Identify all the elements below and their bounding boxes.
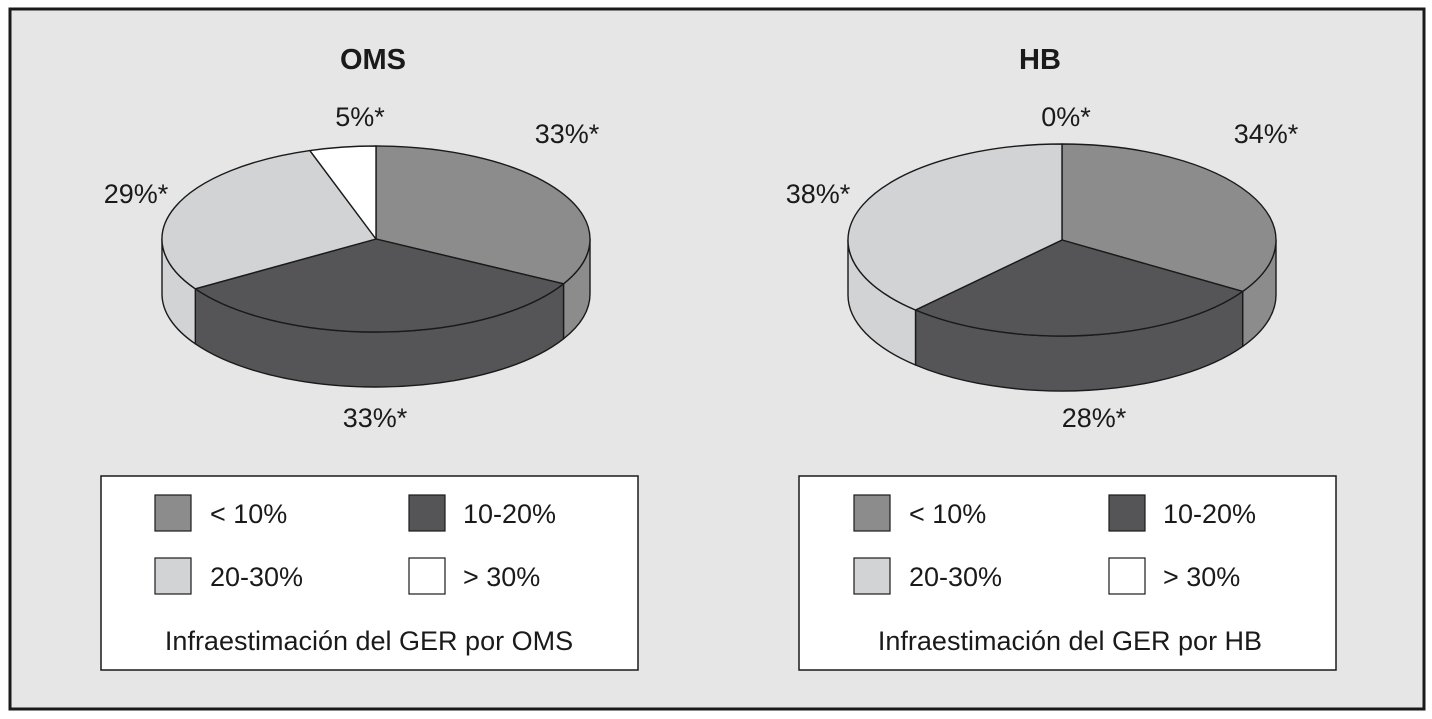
pie-labels: 33%* 33%* 29%* 5%* [104,102,600,433]
legend-label-gt30: > 30% [463,562,540,592]
chart-oms: OMS 33%* 33%* 29%* 5%* < 10% 10-20% 20-3… [100,44,639,671]
legend-label-10to20: 10-20% [1163,499,1256,529]
chart-title: HB [1019,44,1061,76]
legend-caption: Infraestimación del GER por OMS [165,626,573,656]
pie-top [161,145,591,333]
legend-swatch-10to20 [408,494,446,532]
legend-label-gt30: > 30% [1163,562,1240,592]
data-label-lt10: 33%* [535,119,600,149]
pie-slice-10to20 [914,239,1244,337]
chart-hb: HB 34%* 28%* 38%* 0%* < 10% 10-20% 20-30… [786,44,1337,671]
data-label-gt30: 5%* [335,102,385,132]
legend-swatch-20to30 [154,557,192,595]
legend-swatch-gt30 [1108,557,1146,595]
pie-labels: 34%* 28%* 38%* 0%* [786,102,1299,433]
legend-swatch-10to20 [1108,494,1146,532]
legend: < 10% 10-20% 20-30% > 30% Infraestimació… [100,475,639,671]
data-label-20to30: 29%* [104,179,169,209]
legend-swatch-lt10 [853,494,891,532]
legend-swatch-20to30 [853,557,891,595]
data-label-gt30: 0%* [1041,102,1091,132]
legend-label-20to30: 20-30% [210,562,303,592]
pie-slice-10to20 [194,238,565,333]
legend: < 10% 10-20% 20-30% > 30% Infraestimació… [798,475,1337,671]
legend-label-20to30: 20-30% [909,562,1002,592]
pie-slice-lt10 [375,145,591,285]
legend-label-lt10: < 10% [909,499,986,529]
chart-title: OMS [340,44,406,76]
data-label-20to30: 38%* [786,179,851,209]
pie-sides [161,238,591,388]
legend-swatch-gt30 [408,557,446,595]
data-label-lt10: 34%* [1234,119,1299,149]
legend-label-10to20: 10-20% [463,499,556,529]
pie-top [847,143,1277,337]
legend-label-lt10: < 10% [210,499,287,529]
data-label-10to20: 28%* [1062,403,1127,433]
pie-slice-20to30 [161,149,377,290]
legend-swatch-lt10 [154,494,192,532]
legend-caption: Infraestimación del GER por HB [878,626,1262,656]
data-label-10to20: 33%* [343,403,408,433]
pie-slice-gt30 [309,145,377,240]
pie-slice-20to30 [847,143,1063,311]
